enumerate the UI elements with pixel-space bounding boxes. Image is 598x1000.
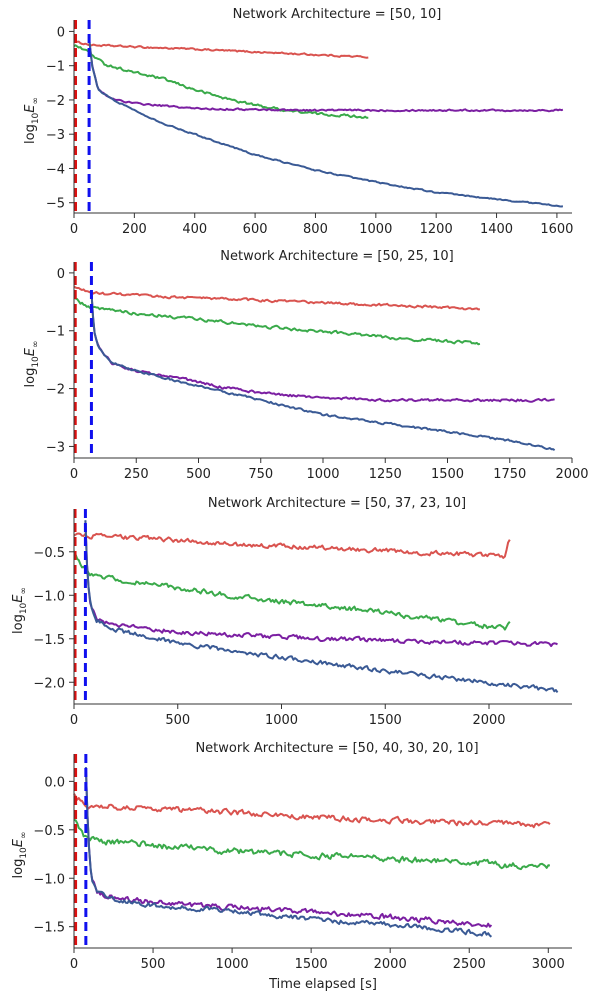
- x-tick-label: 400: [182, 222, 207, 237]
- y-tick-label: −3: [46, 128, 65, 143]
- series-line-blue: [84, 767, 493, 938]
- x-tick-label: 600: [243, 222, 268, 237]
- subplot-1: Network Architecture = [50, 10] 0 200 400 60…: [23, 7, 573, 237]
- series-line-red: [73, 285, 480, 311]
- series-line-red: [73, 793, 551, 829]
- series-line-purple: [90, 291, 555, 403]
- y-tick-label: −3: [46, 440, 65, 455]
- series-line-green: [73, 550, 511, 631]
- x-tick-label: 1000: [216, 957, 249, 972]
- series-line-purple: [84, 768, 493, 928]
- y-tick-label: −1.5: [33, 921, 65, 936]
- x-axis-label: Time elapsed [s]: [268, 977, 377, 992]
- x-tick-label: 500: [165, 713, 190, 728]
- series-line-green: [73, 44, 369, 119]
- y-axis-label: log10E∞: [23, 97, 41, 144]
- series-line-purple: [84, 520, 558, 648]
- y-tick-label: 0: [57, 25, 65, 40]
- y-tick-label: −1: [46, 325, 65, 340]
- x-tick-label: 1750: [493, 467, 526, 482]
- x-tick-label: 1200: [420, 222, 453, 237]
- series-line-green: [73, 296, 481, 346]
- y-tick-label: −2.0: [33, 676, 65, 691]
- x-tick-label: 1000: [359, 222, 392, 237]
- x-tick-label: 1500: [369, 713, 402, 728]
- x-tick-label: 3000: [532, 957, 565, 972]
- x-tick-label: 500: [141, 957, 166, 972]
- series-line-blue: [88, 37, 564, 208]
- x-tick-label: 0: [70, 713, 78, 728]
- x-tick-label: 2000: [555, 467, 588, 482]
- x-tick-label: 1500: [431, 467, 464, 482]
- series-line-red: [73, 40, 369, 59]
- y-tick-label: −0.5: [33, 546, 65, 561]
- x-tick-label: 200: [122, 222, 147, 237]
- series-line-green: [73, 818, 551, 871]
- x-tick-label: 0: [70, 957, 78, 972]
- y-tick-label: −4: [46, 162, 65, 177]
- y-axis-label: log10E∞: [11, 587, 29, 634]
- subplot-4: Network Architecture = [50, 40, 30, 20, …: [11, 741, 572, 972]
- x-tick-label: 1400: [480, 222, 513, 237]
- series-line-blue: [84, 520, 559, 693]
- x-tick-label: 250: [124, 467, 149, 482]
- x-tick-label: 1000: [306, 467, 339, 482]
- subplot-2: Network Architecture = [50, 25, 10] 0 250 5…: [23, 249, 589, 482]
- y-tick-label: −0.5: [33, 824, 65, 839]
- y-tick-label: −1.5: [33, 633, 65, 648]
- y-axis-label: log10E∞: [11, 832, 29, 879]
- y-axis-label: log10E∞: [23, 341, 41, 388]
- series-line-red: [73, 532, 511, 559]
- y-tick-label: −1.0: [33, 872, 65, 887]
- x-tick-label: 2000: [472, 713, 505, 728]
- subplot-title: Network Architecture = [50, 40, 30, 20, …: [195, 741, 478, 756]
- x-tick-label: 0: [70, 467, 78, 482]
- x-tick-label: 800: [303, 222, 328, 237]
- subplot-title: Network Architecture = [50, 10]: [233, 7, 442, 22]
- x-tick-label: 2500: [453, 957, 486, 972]
- y-tick-label: −1.0: [33, 589, 65, 604]
- y-tick-label: −5: [46, 197, 65, 212]
- x-tick-label: 0: [70, 222, 78, 237]
- y-tick-label: −1: [46, 60, 65, 75]
- x-tick-label: 1600: [540, 222, 573, 237]
- x-tick-label: 1250: [369, 467, 402, 482]
- x-tick-label: 1000: [265, 713, 298, 728]
- subplot-title: Network Architecture = [50, 37, 23, 10]: [208, 496, 466, 511]
- series-line-purple: [88, 38, 564, 113]
- x-tick-label: 2000: [374, 957, 407, 972]
- subplot-title: Network Architecture = [50, 25, 10]: [220, 249, 453, 264]
- y-tick-label: 0: [57, 267, 65, 282]
- x-tick-label: 750: [248, 467, 273, 482]
- subplot-3: Network Architecture = [50, 37, 23, 10] 0…: [11, 496, 572, 728]
- y-tick-label: 0.0: [44, 775, 65, 790]
- y-tick-label: −2: [46, 94, 65, 109]
- y-tick-label: −2: [46, 383, 65, 398]
- x-tick-label: 1500: [295, 957, 328, 972]
- series-line-blue: [90, 291, 556, 452]
- x-tick-label: 500: [186, 467, 211, 482]
